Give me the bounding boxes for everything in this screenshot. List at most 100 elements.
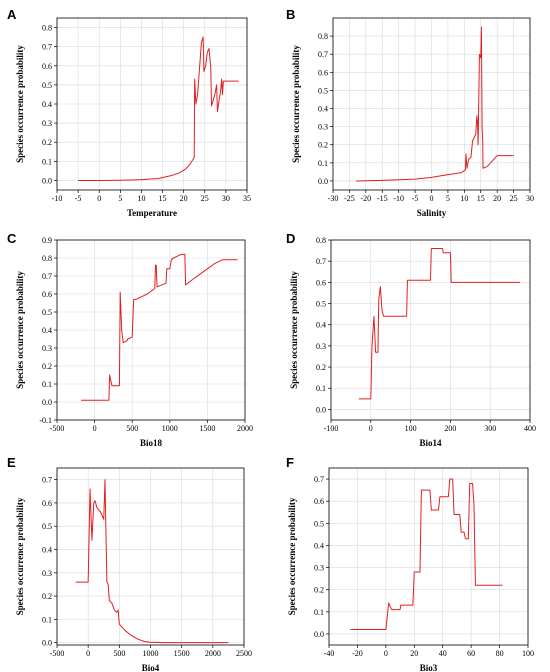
y-tick-label: 0.7 — [42, 272, 52, 281]
y-tick-label: 0.3 — [318, 123, 328, 132]
chart-panel-d: D -100 0 100 200 300 400 0.0 0.1 0.2 0.3 0.4 0.5 0.6 0… — [286, 231, 536, 448]
x-tick-label: 15 — [477, 194, 485, 203]
y-tick-label: 0.6 — [42, 290, 52, 299]
x-tick-label: -40 — [324, 649, 335, 658]
x-tick-label: 1000 — [162, 424, 178, 433]
panel-letter: F — [286, 455, 294, 470]
x-tick-label: -10 — [393, 194, 404, 203]
x-tick-label: 200 — [444, 424, 456, 433]
y-tick-label: 0.7 — [42, 43, 52, 52]
y-tick-label: 0.5 — [314, 519, 324, 528]
y-tick-label: 0.3 — [42, 569, 52, 578]
response-curve-line — [75, 479, 229, 644]
x-tick-label: 1500 — [199, 424, 215, 433]
y-tick-label: 0.0 — [42, 639, 52, 648]
x-tick-label: 100 — [405, 424, 417, 433]
x-tick-label: 300 — [484, 424, 496, 433]
y-tick-label: 0.7 — [316, 257, 326, 266]
x-tick-label: -10 — [52, 194, 63, 203]
y-tick-label: 0.5 — [42, 81, 52, 90]
x-tick-label: 30 — [526, 194, 534, 203]
y-axis-title: Species occurrence probability — [287, 497, 297, 615]
y-tick-label: 0.8 — [42, 254, 52, 263]
x-tick-label: 10 — [137, 194, 145, 203]
x-tick-label: 100 — [522, 649, 534, 658]
y-tick-label: 0.4 — [314, 541, 324, 550]
y-tick-label: 0.5 — [42, 308, 52, 317]
y-tick-label: 0.0 — [314, 630, 324, 639]
y-tick-label: 0.3 — [42, 119, 52, 128]
y-tick-label: 0.6 — [316, 278, 326, 287]
y-tick-label: 0.3 — [314, 564, 324, 573]
y-tick-label: 0.0 — [42, 176, 52, 185]
y-axis-title: Species occurrence probability — [15, 45, 25, 163]
y-tick-label: 0.1 — [314, 608, 324, 617]
y-axis-title: Species occurrence probability — [15, 271, 25, 389]
x-tick-label: 2500 — [236, 649, 252, 658]
x-tick-label: 40 — [439, 649, 447, 658]
y-tick-label: 0.9 — [42, 236, 52, 245]
y-axis-title: Species occurrence probability — [291, 45, 301, 163]
chart-panel-c: C -500 0 500 1000 1500 2000 -0.1 0.0 0.1 0.2 0.3 0.4… — [7, 231, 253, 448]
x-axis-title: Salinity — [417, 208, 447, 218]
plot-frame — [328, 467, 529, 646]
x-axis-title: Temperature — [127, 208, 177, 218]
x-tick-label: 20 — [180, 194, 188, 203]
x-tick-label: 0 — [369, 424, 373, 433]
x-axis-title: Bio4 — [142, 663, 160, 672]
chart-panel-e: E -500 0 500 1000 1500 2000 2500 0.0 0.1 0.2 0.3 0.4… — [7, 455, 252, 672]
x-tick-label: 20 — [410, 649, 418, 658]
y-tick-label: 0.5 — [42, 522, 52, 531]
x-tick-label: 20 — [493, 194, 501, 203]
panel-letter: A — [7, 7, 17, 22]
y-tick-label: 0.6 — [42, 62, 52, 71]
x-tick-label: 0 — [93, 424, 97, 433]
y-tick-label: 0.8 — [42, 24, 52, 33]
y-axis-title: Species occurrence probability — [15, 497, 25, 615]
y-tick-label: 0.2 — [42, 362, 52, 371]
chart-panel-f: F -40 -20 0 20 40 60 80 100 0.0 0.1 0.2 0.3 0.4 0.5 0.6… — [286, 455, 534, 672]
panel-letter: C — [7, 231, 17, 246]
y-tick-label: 0.4 — [42, 546, 52, 555]
x-tick-label: 0 — [430, 194, 434, 203]
y-tick-label: 0.5 — [316, 300, 326, 309]
x-tick-label: -500 — [50, 649, 65, 658]
y-tick-label: 0.4 — [42, 326, 52, 335]
chart-panel-a: A -10 -5 0 5 10 15 20 25 30 35 0.0 0.1 0.2 0.3 0.4 0.5 0.… — [7, 7, 251, 218]
x-tick-label: 400 — [524, 424, 536, 433]
y-tick-label: 0.2 — [316, 363, 326, 372]
x-tick-label: 1500 — [174, 649, 190, 658]
x-tick-label: 35 — [243, 194, 251, 203]
y-tick-label: 0.2 — [42, 592, 52, 601]
y-tick-label: 0.1 — [42, 157, 52, 166]
response-curve-line — [355, 26, 514, 182]
y-tick-label: 0.6 — [42, 499, 52, 508]
x-tick-label: -100 — [324, 424, 339, 433]
x-tick-label: -5 — [75, 194, 82, 203]
y-tick-label: 0.0 — [316, 405, 326, 414]
y-tick-label: 0.7 — [318, 50, 328, 59]
x-tick-label: 1000 — [143, 649, 159, 658]
x-tick-label: 15 — [159, 194, 167, 203]
x-tick-label: 0 — [384, 649, 388, 658]
x-tick-label: -5 — [412, 194, 419, 203]
y-tick-label: 0.3 — [42, 344, 52, 353]
chart-panel-b: B -30 -25 -20 -15 -10 -5 0 5 10 15 20 25 30 0.0 0.1 0.2 0… — [286, 7, 534, 218]
panel-letter: B — [286, 7, 295, 22]
y-tick-label: 0.6 — [318, 68, 328, 77]
x-tick-label: 2000 — [237, 424, 253, 433]
y-tick-label: 0.7 — [42, 476, 52, 485]
y-tick-label: 0.2 — [318, 141, 328, 150]
y-tick-label: 0.2 — [314, 586, 324, 595]
x-tick-label: -15 — [377, 194, 388, 203]
x-tick-label: 0 — [86, 649, 90, 658]
y-tick-label: 0.1 — [42, 615, 52, 624]
x-tick-label: 60 — [467, 649, 475, 658]
y-tick-label: -0.1 — [39, 416, 52, 425]
x-axis-title: Bio3 — [420, 663, 438, 672]
x-tick-label: -30 — [328, 194, 339, 203]
y-tick-label: 0.1 — [42, 380, 52, 389]
y-tick-label: 0.4 — [316, 321, 326, 330]
x-tick-label: 5 — [446, 194, 450, 203]
response-curve-line — [358, 247, 521, 400]
